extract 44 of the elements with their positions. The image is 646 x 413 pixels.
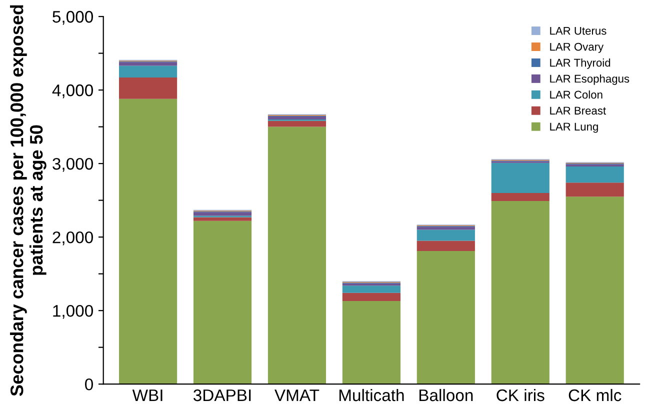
bar [342,283,400,286]
y-tick-label: 0 [85,378,93,390]
x-tick-label: WBI [132,390,162,402]
bar [491,162,550,193]
legend-label: LAR Esophagus [550,74,630,85]
y-axis-title: Secondary cancer cases per 100,000 exposed patients at age 50 [10,5,46,396]
legend-label: LAR Lung [550,122,598,133]
bar [119,62,178,66]
legend-label: LAR Uterus [550,26,606,35]
bar [491,201,550,384]
x-tick-label: Multicath [339,388,404,402]
bar [491,192,550,202]
bar [119,66,178,78]
bar [566,196,624,384]
y-tick-label: 2,000 [52,231,93,246]
x-tick-label: VMAT [274,390,320,402]
bar [416,240,475,252]
bar [268,126,326,384]
legend-label: LAR Breast [550,106,606,115]
y-tick-label: 5,000 [52,10,93,25]
x-tick-label: Balloon [419,388,473,402]
bar [193,217,252,221]
bar [268,116,326,120]
bar [268,120,326,127]
bar [566,166,624,183]
bar [566,182,624,197]
bar [416,251,475,384]
y-tick-label: 3,000 [52,158,93,172]
y-tick-label: 1,000 [53,304,93,319]
bar [119,98,178,384]
bar [119,78,178,99]
bar [416,230,475,241]
bar [342,301,400,384]
legend-label: LAR Colon [550,90,602,99]
bar [193,212,252,216]
bar [342,286,400,293]
x-tick-label: CK mlc [568,388,622,402]
legend-label: LAR Thyroid [550,58,610,69]
bar [193,220,252,384]
x-tick-label: CK iris [496,388,544,402]
y-tick-label: 4,000 [52,84,93,98]
legend-label: LAR Ovary [550,42,604,53]
bar [342,292,400,302]
x-tick-label: 3DAPBI [194,389,251,402]
